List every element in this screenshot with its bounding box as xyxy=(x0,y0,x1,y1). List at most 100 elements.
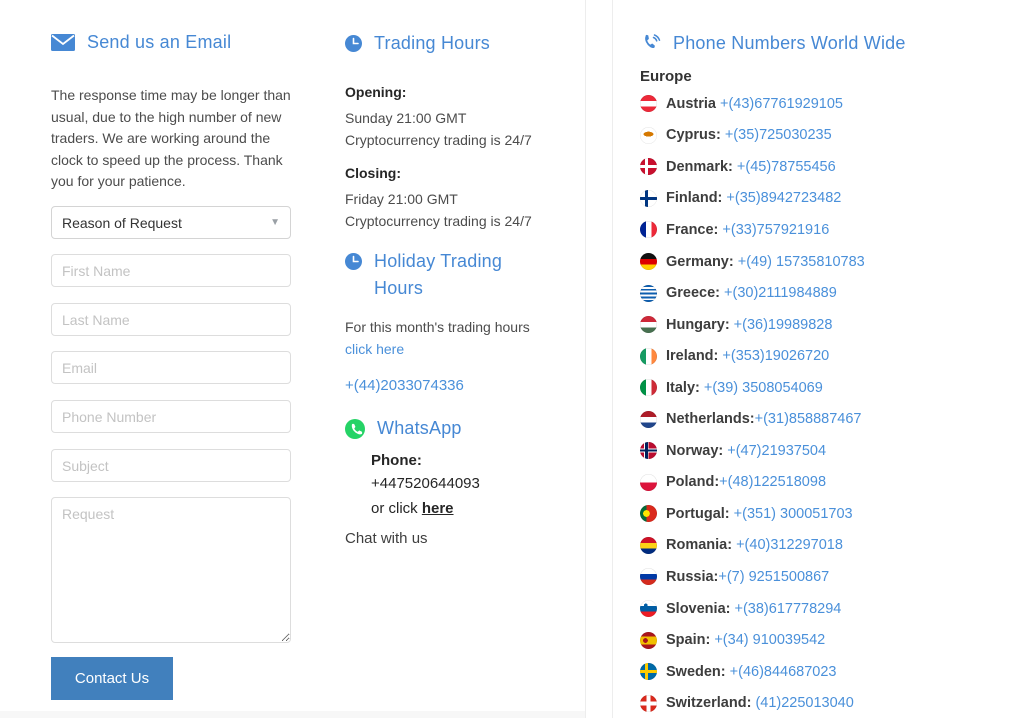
reason-select-value: Reason of Request xyxy=(62,214,182,231)
phone-number-field[interactable] xyxy=(51,400,291,433)
phone-row: Spain: +(34) 910039542 xyxy=(640,624,1000,656)
country-phone-number[interactable]: +(45)78755456 xyxy=(736,158,836,175)
country-flag-icon xyxy=(640,189,657,207)
country-flag-icon xyxy=(640,95,657,113)
country-flag-icon xyxy=(640,221,657,239)
country-flag-icon xyxy=(640,379,657,397)
phone-row: Portugal: +(351) 300051703 xyxy=(640,498,1000,530)
phone-list: Austria +(43)67761929105 Cyprus: +(35)72… xyxy=(640,88,1000,718)
country-phone-number[interactable]: +(351) 300051703 xyxy=(733,505,853,522)
phone-numbers-title: Phone Numbers World Wide xyxy=(673,33,906,53)
country-phone-number[interactable]: +(40)312297018 xyxy=(736,537,843,554)
phone-row: Sweden: +(46)844687023 xyxy=(640,656,1000,688)
trading-hours-title: Trading Hours xyxy=(374,33,490,53)
chat-with-us[interactable]: Chat with us xyxy=(345,530,428,547)
country-flag-icon xyxy=(640,410,657,428)
country-name: Netherlands: xyxy=(666,411,755,428)
request-textarea[interactable] xyxy=(51,497,291,643)
holiday-click-here-link[interactable]: click here xyxy=(345,341,405,357)
phone-numbers-heading: Phone Numbers World Wide xyxy=(641,33,906,54)
closing-note: Cryptocurrency trading is 24/7 xyxy=(345,213,532,229)
phone-row: Denmark: +(45)78755456 xyxy=(640,151,1000,183)
country-phone-number[interactable]: +(48)122518098 xyxy=(719,474,827,491)
country-phone-number[interactable]: +(43)67761929105 xyxy=(720,95,843,112)
phone-row: Netherlands: +(31)858887467 xyxy=(640,403,1000,435)
trading-hours-heading: Trading Hours xyxy=(345,33,490,54)
country-flag-icon xyxy=(640,600,657,618)
country-phone-number[interactable]: +(38)617778294 xyxy=(734,600,842,617)
contact-us-button[interactable]: Contact Us xyxy=(51,657,173,700)
phone-row: Italy: +(39) 3508054069 xyxy=(640,372,1000,404)
last-name-field[interactable] xyxy=(51,303,291,336)
country-phone-number[interactable]: +(31)858887467 xyxy=(754,411,862,428)
first-name-field[interactable] xyxy=(51,254,291,287)
country-flag-icon xyxy=(640,568,657,586)
phone-row: Russia: +(7) 9251500867 xyxy=(640,561,1000,593)
holiday-hours-heading: Holiday Trading Hours xyxy=(345,248,530,302)
country-phone-number[interactable]: +(7) 9251500867 xyxy=(718,568,830,585)
country-phone-number[interactable]: +(30)2111984889 xyxy=(724,285,837,302)
country-flag-icon xyxy=(640,663,657,681)
holiday-hours-title: Holiday Trading Hours xyxy=(374,251,503,298)
country-name: Russia: xyxy=(666,568,719,585)
country-name: Denmark: xyxy=(666,158,737,175)
opening-label: Opening: xyxy=(345,84,407,100)
country-phone-number[interactable]: +(36)19989828 xyxy=(733,316,833,333)
envelope-icon xyxy=(51,34,75,51)
uk-phone-link[interactable]: +(44)2033074336 xyxy=(345,377,464,394)
phone-row: Norway: +(47)21937504 xyxy=(640,435,1000,467)
email-field[interactable] xyxy=(51,351,291,384)
country-name: Spain: xyxy=(666,632,715,649)
phone-row: Austria +(43)67761929105 xyxy=(640,88,1000,120)
country-phone-number[interactable]: +(35)725030235 xyxy=(724,127,832,144)
closing-time: Friday 21:00 GMT xyxy=(345,191,458,207)
or-click-prefix: or click xyxy=(371,500,422,517)
country-phone-number[interactable]: +(46)844687023 xyxy=(729,663,837,680)
country-name: Slovenia: xyxy=(666,600,735,617)
phone-row: Poland: +(48)122518098 xyxy=(640,467,1000,499)
country-flag-icon xyxy=(640,158,657,176)
whatsapp-click-here: or click here xyxy=(371,500,454,517)
country-name: Austria xyxy=(666,95,720,112)
subject-field[interactable] xyxy=(51,449,291,482)
closing-label: Closing: xyxy=(345,165,401,181)
country-phone-number[interactable]: +(39) 3508054069 xyxy=(703,379,823,396)
country-flag-icon xyxy=(640,694,657,712)
phone-volume-icon xyxy=(641,33,661,54)
country-flag-icon xyxy=(640,536,657,554)
country-phone-number[interactable]: +(35)8942723482 xyxy=(726,190,842,207)
country-phone-number[interactable]: +(47)21937504 xyxy=(727,442,827,459)
country-name: Sweden: xyxy=(666,663,730,680)
country-name: Poland: xyxy=(666,474,720,491)
opening-time: Sunday 21:00 GMT xyxy=(345,110,467,126)
chevron-down-icon: ▼ xyxy=(270,217,280,228)
reason-select[interactable]: Reason of Request ▼ xyxy=(51,206,291,239)
country-name: Romania: xyxy=(666,537,737,554)
country-flag-icon xyxy=(640,126,657,144)
country-flag-icon xyxy=(640,631,657,649)
country-phone-number[interactable]: (41)225013040 xyxy=(755,695,854,712)
country-name: Norway: xyxy=(666,442,728,459)
country-name: Greece: xyxy=(666,285,725,302)
country-flag-icon xyxy=(640,347,657,365)
email-section-heading: Send us an Email xyxy=(51,32,231,53)
phone-row: Greece: +(30)2111984889 xyxy=(640,277,1000,309)
opening-note: Cryptocurrency trading is 24/7 xyxy=(345,132,532,148)
country-name: Finland: xyxy=(666,190,727,207)
email-intro-text: The response time may be longer than usu… xyxy=(51,87,291,189)
phone-row: Ireland: +(353)19026720 xyxy=(640,340,1000,372)
whatsapp-heading: WhatsApp xyxy=(345,418,462,439)
country-phone-number[interactable]: +(353)19026720 xyxy=(722,348,830,365)
country-flag-icon xyxy=(640,253,657,270)
whatsapp-here-link[interactable]: here xyxy=(421,500,454,517)
country-flag-icon xyxy=(640,442,657,460)
next-section-edge xyxy=(0,711,585,718)
region-label: Europe xyxy=(640,68,692,85)
whatsapp-phone-number: +447520644093 xyxy=(371,475,480,492)
country-phone-number[interactable]: +(34) 910039542 xyxy=(714,632,826,649)
country-phone-number[interactable]: +(49) 15735810783 xyxy=(737,253,865,270)
country-name: Portugal: xyxy=(666,505,734,522)
country-name: Germany: xyxy=(666,253,738,270)
country-phone-number[interactable]: +(33)757921916 xyxy=(722,221,830,238)
country-flag-icon xyxy=(640,505,657,523)
